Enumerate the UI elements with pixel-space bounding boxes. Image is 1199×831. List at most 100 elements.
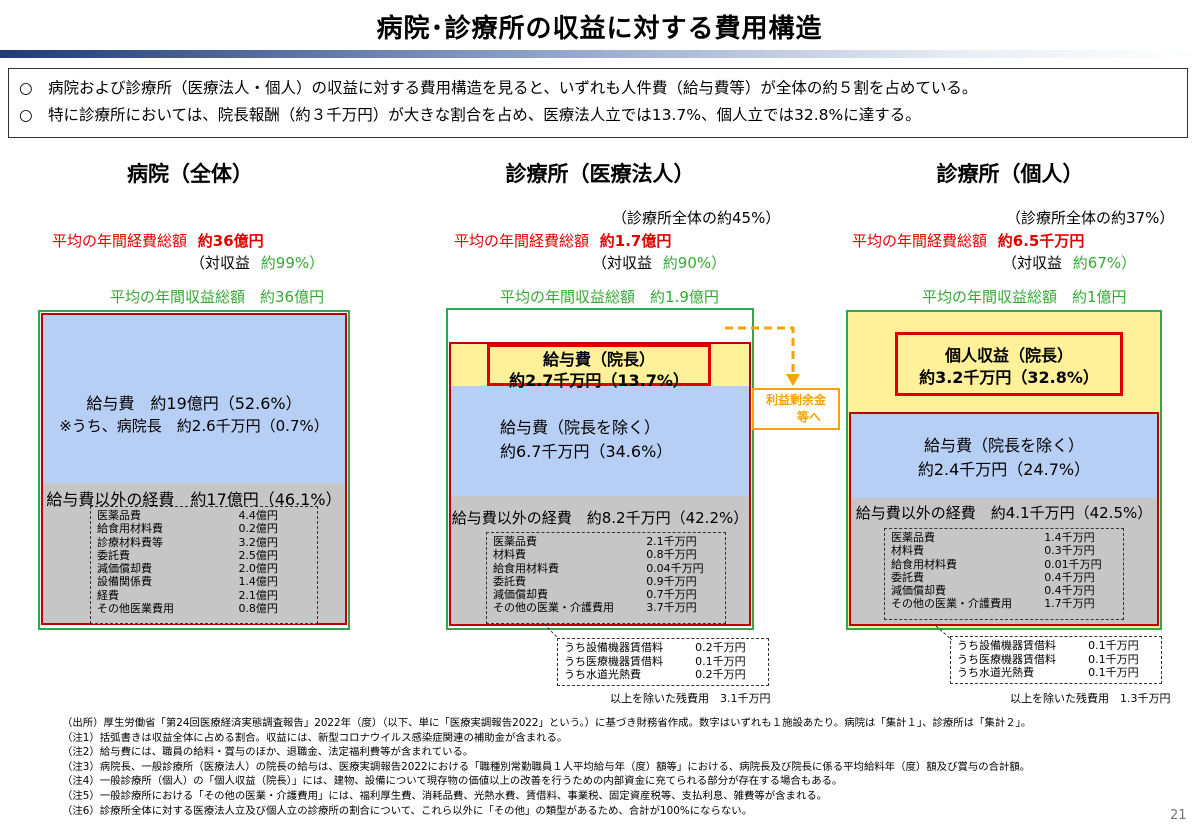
summary-line-1: ○ 病院および診療所（医療法人・個人）の収益に対する費用構造を見ると、いずれも人…: [19, 79, 978, 97]
corp-sub-item-row: うち医療機器賃借料 0.1千万円: [564, 655, 762, 669]
indiv-remainder: 以上を除いた残費用 1.3千万円: [1010, 692, 1171, 705]
indiv-cost-item-row: 医薬品費 1.4千万円: [891, 531, 1117, 544]
indiv-sub-breakdown: うち設備機器賃借料 0.1千万円 うち医療機器賃借料 0.1千万円 うち水道光熱費 0.1…: [950, 636, 1162, 684]
corp-share: （診療所全体の約45%）: [612, 209, 781, 227]
summary-line-2: ○ 特に診療所においては、院長報酬（約３千万円）が大きな割合を占め、医療法人立で…: [19, 106, 921, 124]
corp-cost-item-row: 給食用材料費 0.04千万円: [493, 562, 719, 575]
hospital-cost-value: 約36億円: [197, 232, 264, 250]
corp-sub-breakdown: うち設備機器賃借料 0.2千万円 うち医療機器賃借料 0.1千万円 うち水道光熱費 0.2…: [557, 638, 769, 686]
corp-cost-item-row: 医薬品費 2.1千万円: [493, 535, 719, 548]
indiv-ratio-line: （対収益 約67%）: [1002, 252, 1136, 273]
indiv-cost-item-label: 材料費: [891, 544, 924, 558]
corp-cost-item-label: 医薬品費: [493, 535, 537, 548]
indiv-director-line2: 約3.2千万円（32.8%）: [919, 368, 1099, 387]
corp-cost-item-value: 0.04千万円: [646, 561, 704, 575]
corp-cost-item-label: 材料費: [493, 548, 526, 562]
corp-sub-item-value: 0.1千万円: [695, 654, 746, 668]
corp-cost-item-value: 0.8千万円: [646, 548, 697, 562]
corp-director-line1: 給与費（院長）: [542, 350, 655, 369]
hospital-revenue-box: [38, 310, 350, 630]
hospital-cost-item-label: 診療材料費等: [97, 535, 163, 549]
hospital-other-cost-text: 給与費以外の経費 約17億円（46.1%）: [46, 490, 342, 509]
profit-arrow-line: [725, 326, 795, 374]
indiv-director-line1: 個人収益（院長）: [944, 346, 1073, 365]
corp-cost-item-value: 2.1千万円: [646, 535, 697, 548]
corp-ratio-label: （対収益: [592, 254, 653, 272]
hospital-cost-item-value: 2.1億円: [238, 588, 278, 602]
footnote-source: （出所）厚生労働省「第24回医療経済実態調査報告」2022年（度）（以下、単に「…: [62, 717, 1032, 729]
hospital-cost-item-row: 診療材料費等 3.2億円: [97, 536, 311, 549]
indiv-cost-item-value: 1.7千万円: [1044, 597, 1095, 611]
indiv-cost-label: 平均の年間経費総額: [852, 232, 988, 250]
hospital-ratio-label: （対収益: [190, 254, 251, 272]
hospital-salary-text: 給与費 約19億円（52.6%）: [86, 394, 302, 413]
indiv-header: 診療所（個人）: [936, 162, 1084, 186]
profit-surplus-box: 利益剰余金 等へ: [752, 388, 840, 430]
hospital-cost-line: 平均の年間経費総額 約36億円: [52, 230, 264, 251]
indiv-sub-connector: [935, 625, 953, 641]
hospital-cost-item-value: 2.5億円: [238, 548, 278, 562]
hospital-cost-item-row: 減価償却費 2.0億円: [97, 562, 311, 575]
hospital-cost-label: 平均の年間経費総額: [52, 232, 188, 250]
indiv-cost-item-row: その他の医業・介護費用 1.7千万円: [891, 597, 1117, 610]
corp-ratio-line: （対収益 約90%）: [592, 252, 726, 273]
corp-header: 診療所（医療法人）: [505, 162, 695, 186]
indiv-cost-value: 約6.5千万円: [997, 232, 1085, 250]
hospital-cost-item-row: 医薬品費 4.4億円: [97, 509, 311, 522]
corp-revenue-box: [446, 308, 754, 630]
corp-salary-block: [451, 386, 749, 496]
footnote-1: （注1）括弧書きは収益全体に占める割合。収益には、新型コロナウイルス感染症関連の…: [62, 731, 568, 744]
indiv-share: （診療所全体の約37%）: [1006, 209, 1175, 227]
corp-sub-item-label: うち水道光熱費: [564, 668, 641, 681]
hospital-cost-item-value: 2.0億円: [238, 562, 278, 576]
profit-surplus-line2: 等へ: [796, 410, 821, 424]
indiv-cost-item-value: 1.4千万円: [1044, 531, 1095, 544]
title-underline-bar: [0, 50, 1199, 58]
footnote-4: （注4）一般診療所（個人）の「個人収益（院長）」には、建物、設備について現存物の…: [62, 775, 843, 788]
corp-cost-line: 平均の年間経費総額 約1.7億円: [454, 230, 671, 251]
corp-cost-item-value: 0.7千万円: [646, 588, 697, 602]
indiv-cost-item-label: 医薬品費: [891, 531, 935, 544]
page-number: 21: [1170, 808, 1187, 823]
indiv-sub-item-value: 0.1千万円: [1088, 639, 1139, 652]
corp-cost-value: 約1.7億円: [599, 232, 672, 250]
corp-connector-lines: [543, 326, 800, 639]
indiv-salary-block: [851, 414, 1157, 498]
corp-cost-item-label: 減価償却費: [493, 588, 548, 602]
corp-cost-item-value: 0.9千万円: [646, 574, 697, 588]
indiv-revenue: 平均の年間収益総額 約1億円: [922, 288, 1127, 306]
corp-cost-item-label: 委託費: [493, 574, 526, 588]
indiv-ratio-value: 約67%）: [1072, 254, 1137, 272]
hospital-cost-item-label: 給食用材料費: [97, 522, 163, 536]
corp-remainder: 以上を除いた残費用 3.1千万円: [610, 692, 771, 705]
page-title: 病院･診療所の収益に対する費用構造: [376, 14, 823, 44]
indiv-cost-item-value: 0.4千万円: [1044, 584, 1095, 598]
corp-other-cost-text: 給与費以外の経費 約8.2千万円（42.2%）: [451, 509, 749, 527]
hospital-cost-item-row: 経費 2.1億円: [97, 589, 311, 602]
indiv-cost-item-row: 給食用材料費 0.01千万円: [891, 558, 1117, 571]
corp-cost-item-row: その他の医業・介護費用 3.7千万円: [493, 601, 719, 614]
indiv-ratio-label: （対収益: [1002, 254, 1063, 272]
indiv-cost-item-value: 0.4千万円: [1044, 570, 1095, 584]
hospital-cost-item-label: 設備関係費: [97, 575, 152, 589]
corp-sub-item-value: 0.2千万円: [695, 668, 746, 681]
corp-sub-item-label: うち設備機器賃借料: [564, 641, 663, 654]
corp-ratio-value: 約90%）: [662, 254, 727, 272]
indiv-cost-item-label: その他の医業・介護費用: [891, 597, 1012, 611]
indiv-salary-line2: 約2.4千万円（24.7%）: [917, 460, 1091, 479]
corp-revenue: 平均の年間収益総額 約1.9億円: [500, 288, 719, 306]
hospital-salary-block: [43, 315, 345, 483]
corp-salary-line2: 約6.7千万円（34.6%）: [500, 442, 673, 461]
summary-box: ○ 病院および診療所（医療法人・個人）の収益に対する費用構造を見ると、いずれも人…: [8, 68, 1188, 138]
corp-cost-breakdown: 医薬品費 2.1千万円材料費 0.8千万円 給食用材料費 0.04千万円 委託費 0.9千万…: [486, 532, 726, 624]
corp-sub-connector: [543, 623, 559, 639]
indiv-cost-item-row: 減価償却費 0.4千万円: [891, 584, 1117, 597]
corp-director-block: [451, 344, 749, 386]
corp-sub-item-value: 0.2千万円: [695, 641, 746, 654]
indiv-sub-item-row: うち水道光熱費 0.1千万円: [957, 666, 1155, 680]
hospital-ratio-value: 約99%）: [260, 254, 325, 272]
indiv-connector-lines: [935, 625, 953, 641]
corp-director-highlight: [487, 344, 711, 386]
indiv-salary-line1: 給与費（院長を除く）: [923, 436, 1084, 455]
profit-surplus-line1: 利益剰余金: [765, 393, 826, 407]
